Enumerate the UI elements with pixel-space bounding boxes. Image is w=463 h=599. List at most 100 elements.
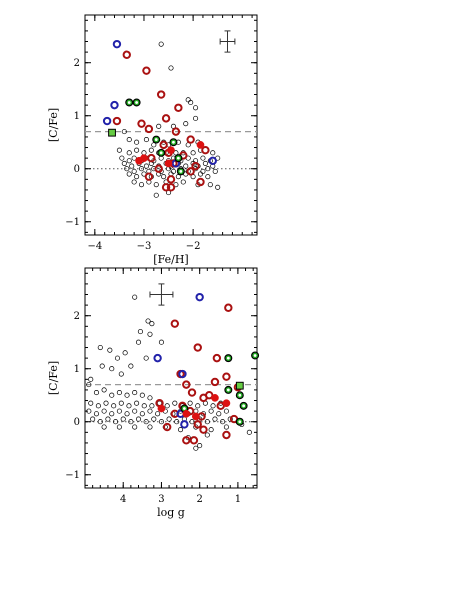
data-point-small xyxy=(215,184,221,190)
data-point-open xyxy=(201,145,210,155)
data-point-small xyxy=(210,403,216,409)
data-point-open xyxy=(199,425,208,434)
data-point-open xyxy=(195,292,204,302)
data-point-open xyxy=(161,183,171,192)
data-point-small xyxy=(121,129,127,135)
data-point-small xyxy=(158,339,164,345)
data-point-small xyxy=(193,105,199,111)
data-point-small xyxy=(116,147,122,153)
panel-top-feh: −4 −3 −2 −1 0 1 2 [Fe/H] [C/Fe] xyxy=(47,14,258,266)
data-point-green-center xyxy=(226,356,230,360)
data-point-small xyxy=(227,416,233,422)
y-tick-label: −1 xyxy=(65,217,80,228)
data-point-open xyxy=(112,39,122,49)
data-point-small xyxy=(138,182,145,188)
data-point-small xyxy=(101,424,107,430)
data-point-small xyxy=(131,179,137,185)
data-point-small xyxy=(109,411,115,417)
data-point-small xyxy=(116,424,122,430)
y-tick-label: 1 xyxy=(74,111,80,122)
data-point-small xyxy=(187,400,193,406)
data-point-small xyxy=(148,147,154,153)
data-point-small xyxy=(109,366,115,372)
data-point-green-center xyxy=(159,151,163,155)
x-tick-label: 2 xyxy=(196,494,202,505)
data-point-open xyxy=(193,343,202,352)
data-point-open xyxy=(187,388,197,397)
data-point-small xyxy=(129,163,135,169)
data-point-open xyxy=(171,127,181,136)
data-point-small xyxy=(88,376,94,382)
data-point-small xyxy=(223,424,229,430)
data-point-small xyxy=(202,160,208,166)
data-point-small xyxy=(200,155,206,161)
data-point-small xyxy=(139,411,145,417)
data-point-green-center xyxy=(238,393,242,397)
data-point-small xyxy=(97,344,103,351)
y-tick-label: 1 xyxy=(74,364,80,375)
data-point-small xyxy=(134,139,140,145)
data-point-small xyxy=(134,174,140,180)
data-point-open xyxy=(110,100,119,110)
data-point-small xyxy=(205,174,211,180)
data-point-small xyxy=(86,382,92,388)
data-point-open xyxy=(189,436,199,445)
y-tick-label: 0 xyxy=(74,164,80,175)
data-point-open xyxy=(180,420,189,429)
data-point-small xyxy=(174,419,180,425)
data-point-filled xyxy=(135,156,143,165)
data-point-green-center xyxy=(172,140,175,144)
data-point-small xyxy=(190,150,196,156)
data-point-small xyxy=(118,371,124,377)
data-point-small xyxy=(143,355,149,361)
data-point-small xyxy=(178,427,184,433)
data-point-small xyxy=(116,408,122,414)
data-point-small xyxy=(114,355,121,361)
data-point-open xyxy=(212,353,222,363)
data-point-small xyxy=(189,419,195,425)
data-point-small xyxy=(99,363,105,369)
data-point-open xyxy=(137,119,146,128)
data-point-small xyxy=(97,419,103,425)
data-point-small xyxy=(149,403,155,409)
data-point-open xyxy=(222,430,231,440)
data-point-small xyxy=(120,416,126,422)
data-point-open xyxy=(154,164,163,173)
data-point-open xyxy=(182,436,191,445)
data-point-small xyxy=(141,403,147,409)
data-point-small xyxy=(101,408,107,414)
data-point-small xyxy=(188,99,194,106)
data-point-small xyxy=(185,97,191,103)
data-point-small xyxy=(212,168,218,174)
data-point-small xyxy=(138,166,145,172)
data-point-small xyxy=(204,419,210,425)
data-point-small xyxy=(204,432,210,438)
data-point-small xyxy=(158,41,164,47)
data-point-open xyxy=(224,303,233,312)
data-point-small xyxy=(195,403,201,409)
data-point-open xyxy=(174,103,183,112)
data-point-green-center xyxy=(179,169,183,173)
data-point-open xyxy=(186,135,195,144)
data-point-small xyxy=(132,390,138,396)
data-point-open xyxy=(191,161,200,171)
plot-frame xyxy=(84,14,258,236)
data-point-small xyxy=(153,182,159,188)
data-point-small xyxy=(155,411,161,417)
panel-bottom-logg: 4 3 2 1 −1 0 1 2 log g [C/Fe] xyxy=(47,267,260,519)
data-point-small xyxy=(147,408,153,414)
data-point-small xyxy=(132,408,138,414)
data-point-small xyxy=(193,445,199,451)
data-point-small xyxy=(207,182,213,188)
data-point-open xyxy=(102,116,112,126)
data-point-square xyxy=(108,128,116,137)
data-point-small xyxy=(143,163,149,169)
data-point-small xyxy=(126,171,132,177)
y-tick-label: 2 xyxy=(74,58,80,69)
data-point-open xyxy=(161,114,171,123)
data-point-small xyxy=(161,174,167,180)
data-point-small xyxy=(145,318,151,324)
data-point-open xyxy=(153,353,162,363)
data-point-small xyxy=(143,419,149,425)
data-point-small xyxy=(103,400,109,406)
